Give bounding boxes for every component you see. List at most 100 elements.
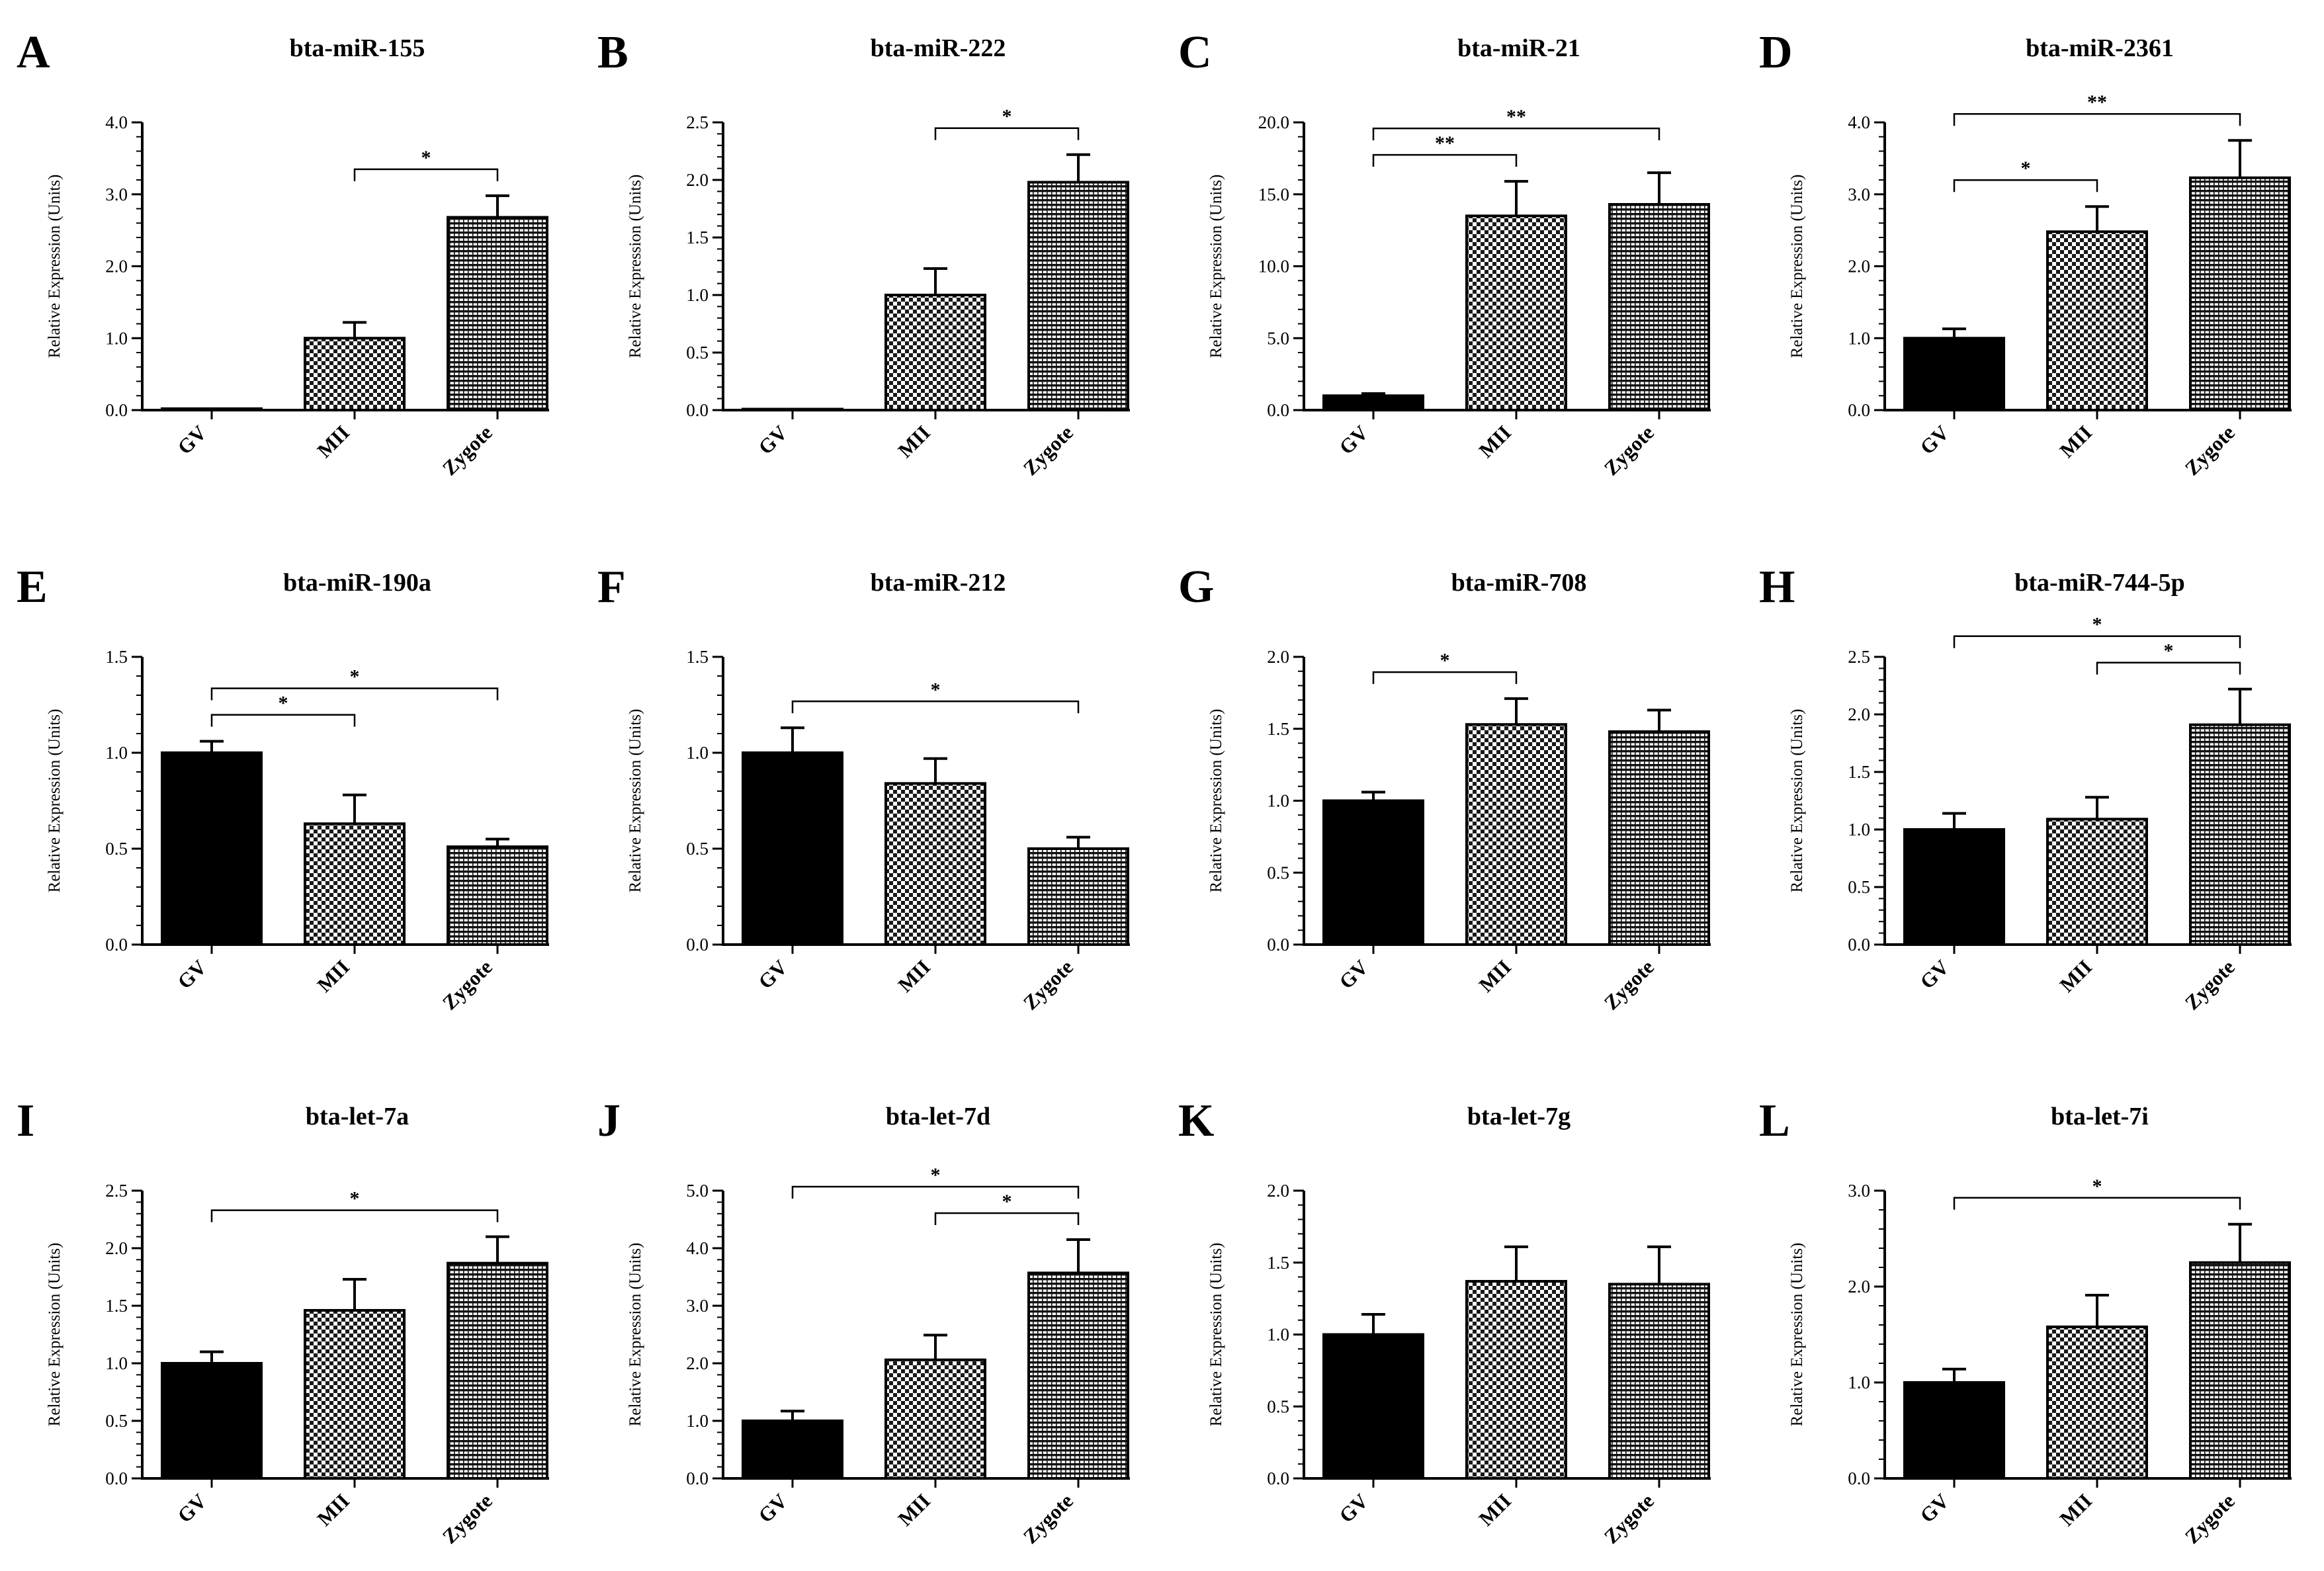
y-tick-label: 0.0 [1848,935,1870,955]
chart-title: bta-miR-2361 [2026,34,2174,62]
category-label: MII [312,1489,354,1531]
category-label: Zygote [438,955,497,1014]
y-tick-label: 1.5 [1848,762,1870,782]
y-tick-label: 0.0 [1848,1468,1870,1488]
significance-marker: * [1440,650,1450,671]
bar-gv [1903,828,2005,946]
bar-gv [161,751,263,946]
chart-title: bta-miR-155 [290,34,425,62]
significance-bracket [210,1209,499,1222]
y-tick-label: 20.0 [1258,112,1289,132]
category-label: GV [173,1489,211,1527]
chart-title: bta-miR-212 [871,569,1006,597]
panel-letter: B [597,27,628,78]
bar-gv [742,751,843,946]
panel-letter: H [1759,562,1795,613]
y-axis-label: Relative Expression (Units) [1788,1243,1806,1427]
chart-title: bta-miR-222 [871,34,1006,62]
significance-bracket [1372,127,1660,141]
bar-zygote [1027,181,1129,411]
bar-zygote [1608,202,1710,411]
category-label: GV [1334,955,1373,994]
chart-title: bta-miR-21 [1457,34,1580,62]
significance-marker: * [350,666,360,688]
bar-zygote [2189,723,2291,947]
y-tick-label: 0.5 [686,343,709,362]
category-label: GV [753,421,792,459]
bar-zygote [447,845,548,946]
y-tick-label: 0.0 [1267,1468,1289,1488]
significance-marker: * [2092,614,2102,636]
y-axis-label: Relative Expression (Units) [1207,175,1225,359]
category-label: MII [2055,421,2096,462]
bar-mii [2046,230,2148,411]
bar-mii [304,337,406,411]
significance-marker: ** [1435,132,1455,154]
y-tick-label: 0.5 [1848,877,1870,897]
y-tick-label: 10.0 [1258,257,1289,276]
y-tick-label: 0.0 [105,400,128,420]
y-tick-label: 2.0 [105,257,128,276]
category-label: Zygote [1019,955,1078,1014]
significance-bracket [1372,671,1518,685]
category-label: GV [1334,1489,1373,1527]
y-axis-label: Relative Expression (Units) [1788,709,1806,893]
category-label: Zygote [1019,1489,1078,1548]
category-label: Zygote [438,421,497,480]
category-label: Zygote [2180,955,2239,1014]
bar-zygote [1608,1283,1710,1480]
category-label: GV [1915,955,1954,994]
chart-title: bta-let-7g [1467,1103,1571,1130]
significance-marker: * [421,147,431,169]
category-label: MII [312,421,354,462]
y-tick-label: 1.5 [1267,719,1289,739]
significance-bracket [1953,179,2098,192]
y-tick-label: 1.0 [1267,791,1289,811]
bar-gv [1903,337,2005,411]
bar-mii [884,294,986,411]
chart-title: bta-miR-744-5p [2014,569,2185,597]
significance-marker: * [2021,157,2031,179]
y-tick-label: 2.5 [1848,647,1870,667]
y-tick-label: 2.0 [1848,257,1870,276]
category-label: MII [1474,955,1516,997]
significance-bracket [2096,661,2241,675]
bar-mii [884,1358,986,1480]
significance-marker: * [2164,640,2174,662]
y-tick-label: 1.0 [686,743,709,763]
significance-marker: * [1002,1191,1012,1212]
bar-mii [1465,214,1567,411]
category-label: MII [1474,421,1516,462]
y-tick-label: 0.5 [1267,863,1289,882]
panel-letter: E [17,562,48,613]
bar-gv [1322,799,1424,946]
significance-bracket [1372,153,1518,167]
bar-mii [304,1308,406,1480]
panel-letter: F [597,562,626,613]
significance-bracket [791,701,1080,714]
significance-marker: * [350,1188,360,1210]
y-axis-label: Relative Expression (Units) [626,1243,644,1427]
significance-bracket [1953,1197,2241,1210]
y-tick-label: 2.0 [1848,1277,1870,1296]
y-tick-label: 0.5 [105,1411,128,1431]
panel-letter: K [1178,1095,1214,1146]
significance-marker: * [1002,106,1012,128]
category-label: MII [893,421,935,462]
y-tick-label: 0.0 [1267,935,1289,955]
y-tick-label: 0.0 [686,1468,709,1488]
bar-mii [304,822,406,947]
significance-marker: ** [2087,91,2107,113]
bar-zygote [447,1261,548,1480]
bar-gv [742,407,843,411]
category-label: GV [753,1489,792,1527]
category-label: GV [173,421,211,459]
panel-letter: A [17,27,50,78]
